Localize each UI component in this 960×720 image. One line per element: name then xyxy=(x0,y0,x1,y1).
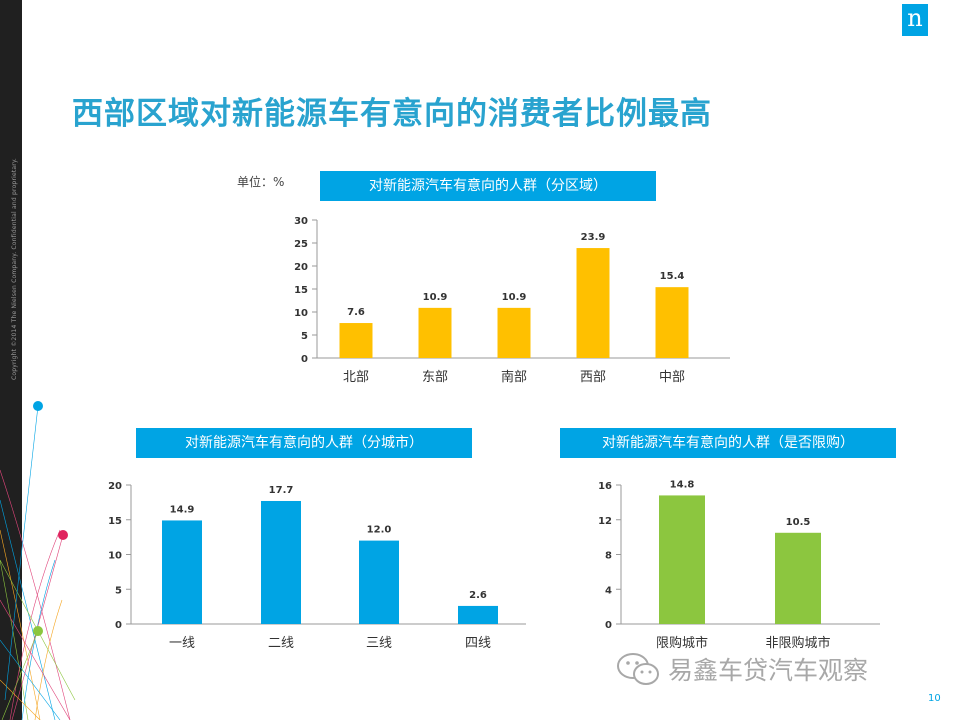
category-label: 限购城市 xyxy=(656,635,708,651)
bar-value-label: 7.6 xyxy=(347,307,365,318)
deco-dot-red xyxy=(58,530,68,540)
bar-value-label: 2.6 xyxy=(469,590,487,601)
bar-value-label: 23.9 xyxy=(581,232,606,243)
y-tick-label: 0 xyxy=(605,620,612,631)
chart-title-city-tier: 对新能源汽车有意向的人群（分城市） xyxy=(136,428,472,458)
category-label: 中部 xyxy=(659,370,685,385)
y-tick-label: 15 xyxy=(108,516,122,527)
y-tick-label: 0 xyxy=(115,620,122,631)
bar xyxy=(261,500,301,624)
y-tick-label: 10 xyxy=(108,551,122,562)
y-tick-label: 15 xyxy=(294,285,308,296)
y-tick-label: 10 xyxy=(294,308,308,319)
y-tick-label: 4 xyxy=(605,585,612,596)
bar-value-label: 14.8 xyxy=(670,479,695,490)
bar xyxy=(659,495,705,624)
y-tick-label: 30 xyxy=(294,216,308,227)
bar xyxy=(576,248,610,358)
bar xyxy=(359,540,399,624)
y-tick-label: 16 xyxy=(598,481,612,492)
bar-value-label: 10.9 xyxy=(423,292,448,303)
watermark-text: 易鑫车贷汽车观察 xyxy=(668,656,869,685)
page-number: 10 xyxy=(928,693,941,704)
category-label: 南部 xyxy=(501,369,527,385)
y-tick-label: 12 xyxy=(598,516,612,527)
chart-title-region: 对新能源汽车有意向的人群（分区域） xyxy=(320,171,656,201)
category-label: 二线 xyxy=(268,636,294,651)
bar xyxy=(418,307,452,358)
left-sidebar-band: Copyright ©2014 The Nielsen Company. Con… xyxy=(0,0,22,720)
nielsen-logo: n xyxy=(902,4,928,36)
page-title: 西部区域对新能源车有意向的消费者比例最高 xyxy=(72,96,712,132)
chart-title-purchase-restriction: 对新能源汽车有意向的人群（是否限购） xyxy=(560,428,896,458)
watermark: 易鑫车贷汽车观察 xyxy=(616,651,868,687)
wechat-icon xyxy=(617,653,659,685)
bar-value-label: 10.5 xyxy=(786,517,811,528)
category-label: 北部 xyxy=(343,370,369,385)
bar xyxy=(655,287,689,358)
bar xyxy=(458,605,498,624)
deco-dot-green xyxy=(33,626,43,636)
y-tick-label: 5 xyxy=(115,585,122,596)
category-label: 四线 xyxy=(465,636,491,651)
decorative-mesh-graphic xyxy=(0,401,76,720)
category-label: 非限购城市 xyxy=(765,635,830,651)
y-tick-label: 25 xyxy=(294,239,308,250)
bar-value-label: 12.0 xyxy=(367,525,392,536)
deco-dot-blue xyxy=(33,401,43,411)
y-tick-label: 5 xyxy=(301,331,308,342)
y-tick-label: 20 xyxy=(294,262,308,273)
category-label: 一线 xyxy=(169,636,195,651)
bar-value-label: 10.9 xyxy=(502,292,527,303)
category-label: 三线 xyxy=(366,636,392,651)
y-tick-label: 0 xyxy=(301,354,308,365)
unit-label: 单位：% xyxy=(237,175,285,189)
y-tick-label: 20 xyxy=(108,481,122,492)
bar-value-label: 17.7 xyxy=(269,485,294,496)
bar xyxy=(497,307,531,358)
y-tick-label: 8 xyxy=(605,551,612,562)
category-label: 东部 xyxy=(422,370,448,385)
bar-value-label: 15.4 xyxy=(660,271,685,282)
bar-value-label: 14.9 xyxy=(170,504,195,515)
category-label: 西部 xyxy=(580,370,606,385)
bar xyxy=(775,532,821,624)
bar xyxy=(162,520,202,624)
bar xyxy=(339,323,373,358)
